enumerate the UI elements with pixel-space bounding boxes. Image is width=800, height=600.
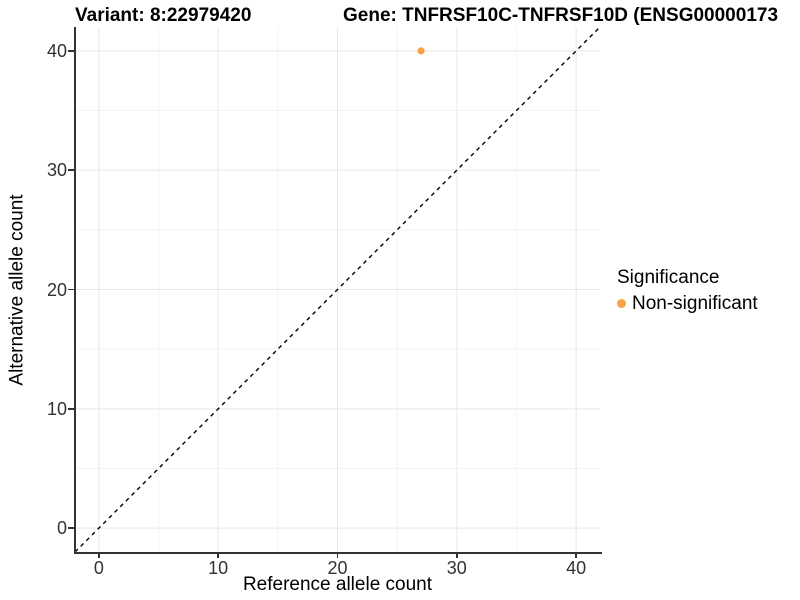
legend: Significance Non-significant [617, 266, 758, 315]
plot-area-svg [74, 26, 601, 553]
x-tick-label: 0 [93, 558, 104, 578]
y-tick-label: 10 [46, 398, 67, 419]
plot-panel [74, 26, 601, 553]
x-tick-mark [336, 552, 339, 558]
x-tick-mark [456, 552, 458, 558]
x-tick-mark [217, 552, 219, 558]
y-tick-mark [68, 527, 74, 529]
y-axis-title: Alternative allele count [6, 194, 28, 386]
x-tick-label: 10 [208, 558, 229, 578]
x-tick-label: 30 [446, 558, 467, 578]
identity-line [74, 26, 601, 553]
x-tick-mark [575, 552, 577, 558]
x-tick-label: 20 [327, 558, 348, 578]
legend-title: Significance [617, 267, 720, 288]
x-tick-label: 40 [566, 558, 587, 578]
y-tick-label: 30 [46, 160, 67, 181]
legend-point-icon [617, 299, 626, 308]
y-tick-label: 0 [56, 518, 67, 539]
legend-item-non-significant: Non-significant [617, 292, 758, 315]
x-axis-title: Reference allele count [242, 574, 433, 595]
gene-title: Gene: TNFRSF10C-TNFRSF10D (ENSG00000173 [343, 5, 779, 26]
y-tick-label: 20 [46, 279, 67, 300]
x-tick-mark [98, 552, 100, 558]
y-tick-mark [68, 408, 74, 410]
y-tick-mark [68, 288, 74, 291]
y-axis-line [73, 27, 76, 554]
variant-title: Variant: 8:22979420 [75, 5, 252, 26]
y-tick-label: 40 [46, 40, 67, 61]
y-tick-mark [68, 169, 74, 171]
data-point [417, 47, 425, 55]
legend-item-label: Non-significant [632, 293, 758, 314]
y-tick-mark [68, 50, 74, 52]
